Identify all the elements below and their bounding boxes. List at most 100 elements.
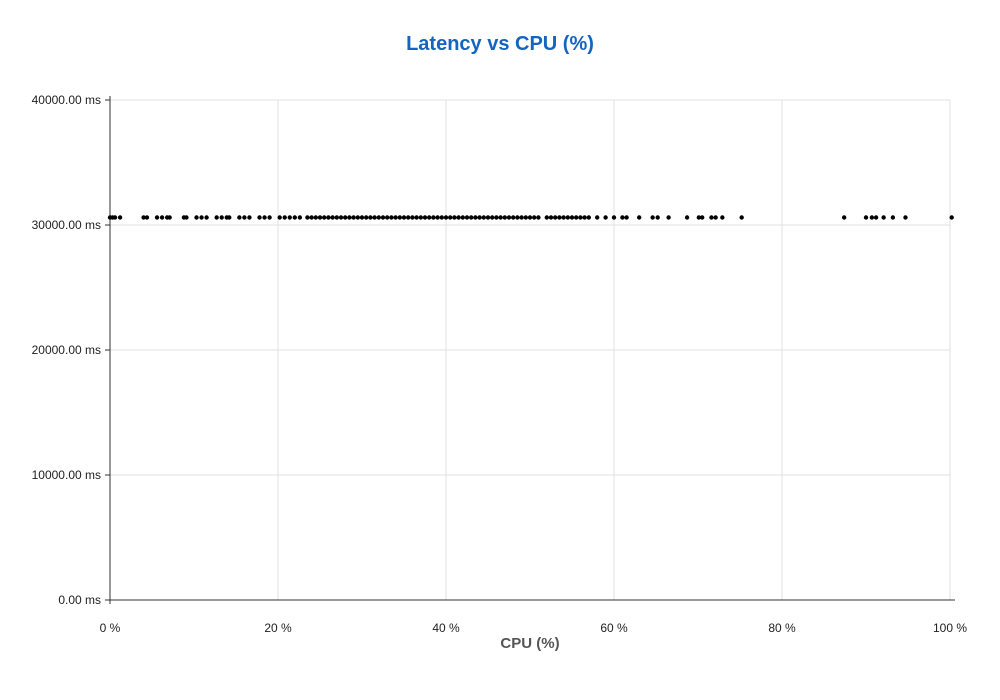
data-point [502,215,507,220]
data-point [739,215,744,220]
data-point [655,215,660,220]
data-point [519,215,524,220]
data-point [582,215,587,220]
data-point [637,215,642,220]
data-point [565,215,570,220]
data-point [903,215,908,220]
data-point [309,215,314,220]
data-point [267,215,272,220]
data-point [456,215,461,220]
data-point [117,215,123,220]
data-point [159,215,165,220]
data-point [199,215,204,220]
data-point [167,215,172,220]
data-point [595,215,600,220]
data-point [569,215,575,220]
data-point [720,215,725,220]
data-point [154,215,160,220]
data-point [282,215,287,220]
data-point [620,215,625,220]
data-point [326,215,331,220]
data-point [297,215,303,220]
data-point [485,215,491,220]
data-point [684,215,690,220]
x-tick-label: 80 % [768,621,796,635]
data-point [372,215,377,220]
data-point [544,215,549,220]
data-point [219,215,224,220]
data-point [401,215,407,220]
data-point [334,215,339,220]
data-point [536,215,541,220]
data-point [452,215,457,220]
data-point [414,215,419,220]
data-point [869,215,875,220]
data-point [443,215,449,220]
data-point [650,215,655,220]
data-point [709,215,714,220]
data-point [204,215,209,220]
data-point [257,215,262,220]
data-point [494,215,499,220]
data-point [460,215,465,220]
data-point [364,215,369,220]
data-point [881,215,886,220]
data-point [359,215,365,220]
data-point [464,215,470,220]
data-point [700,215,705,220]
data-point [448,215,453,220]
data-point [368,215,373,220]
data-point [418,215,423,220]
data-point [287,215,292,220]
data-point [343,215,348,220]
data-point [515,215,520,220]
data-point [553,215,558,220]
y-tick-label: 0.00 ms [58,593,101,607]
data-point [498,215,503,220]
data-point [292,215,297,220]
data-point [262,215,267,220]
data-point [422,215,428,220]
data-point [439,215,444,220]
data-point [527,215,533,220]
data-point [247,215,252,220]
data-point [841,215,847,220]
data-point [611,215,617,220]
data-point [385,215,390,220]
data-point [194,215,199,220]
data-point [666,215,671,220]
data-point [313,215,318,220]
x-tick-label: 0 % [100,621,121,635]
data-point [406,215,411,220]
data-point [477,215,482,220]
data-point [523,215,528,220]
data-point [548,215,554,220]
data-point [473,215,478,220]
data-point [890,215,896,220]
data-point [347,215,352,220]
x-tick-label: 60 % [600,621,628,635]
data-point [317,215,323,220]
x-tick-label: 100 % [933,621,967,635]
data-point [561,215,566,220]
data-point [481,215,486,220]
data-point [237,215,242,220]
data-point [242,215,247,220]
data-point [351,215,356,220]
tick-labels: 0 % 20 % 40 % 60 % 80 % 100 % 0.00 ms 10000.00 … [32,93,968,635]
data-point [355,215,360,220]
data-point [338,215,344,220]
chart-title: Latency vs CPU (%) [406,33,594,55]
data-point [469,215,474,220]
x-tick-label: 20 % [264,621,292,635]
gridlines [109,99,951,601]
data-point [184,215,189,220]
y-tick-label: 30000.00 ms [32,218,101,232]
data-point [578,215,583,220]
data-point [376,215,381,220]
data-point [863,215,869,220]
data-point [389,215,394,220]
y-tick-label: 10000.00 ms [32,468,101,482]
